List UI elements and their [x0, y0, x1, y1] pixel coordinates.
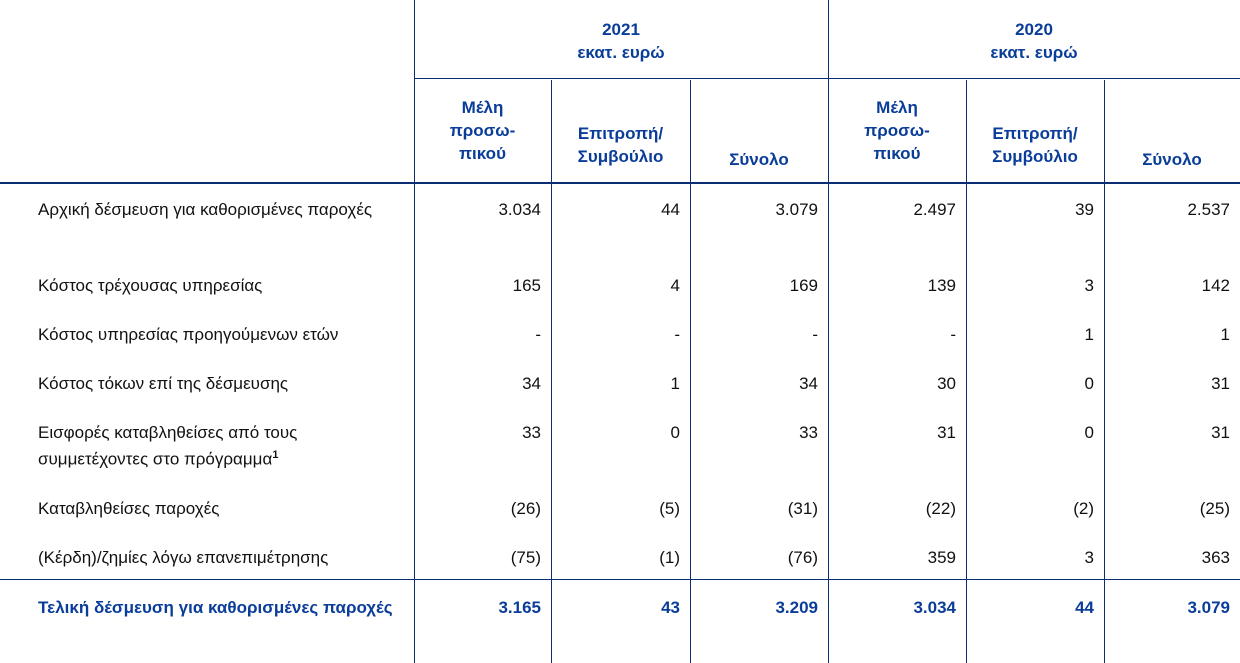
- row-label: Κόστος τρέχουσας υπηρεσίας: [38, 274, 408, 297]
- year-2021-header: 2021 εκατ. ευρώ: [414, 18, 828, 64]
- table-cell: 33: [522, 423, 541, 442]
- row-label: Κόστος τόκων επί της δέσμευσης: [38, 372, 408, 395]
- table-cell: 3: [1084, 276, 1094, 295]
- divider-c2: [690, 80, 691, 663]
- year-2021: 2021: [602, 20, 640, 39]
- total-row-label: Τελική δέσμευση για καθορισμένες παροχές: [38, 596, 408, 619]
- col-staff-line2: προσω-: [864, 121, 930, 140]
- table-cell: 34: [799, 374, 818, 393]
- col-staff-line3: πικού: [873, 144, 921, 163]
- table-cell: 33: [799, 423, 818, 442]
- table-cell: 165: [512, 276, 541, 295]
- table-cell: -: [674, 325, 680, 344]
- col-staff-line1: Μέλη: [461, 98, 504, 117]
- row-label-text: Τελική δέσμευση για καθορισμένες παροχές: [38, 598, 393, 617]
- col-board-line2: Συμβούλιο: [577, 147, 664, 166]
- table-cell: 31: [1211, 423, 1230, 442]
- col-total-label: Σύνολο: [1142, 150, 1202, 169]
- table-cell: 44: [661, 200, 680, 219]
- table-cell: 3.079: [775, 200, 818, 219]
- table-cell: 39: [1075, 200, 1094, 219]
- row-label: (Κέρδη)/ζημίες λόγω επανεπιμέτρησης: [38, 546, 408, 569]
- row-label-text: Καταβληθείσες παροχές: [38, 499, 220, 518]
- table-cell: 3.034: [498, 200, 541, 219]
- row-label-text: Εισφορές καταβληθείσες από τους συμμετέχ…: [38, 423, 298, 469]
- table-cell: 142: [1201, 276, 1230, 295]
- footnote-marker: 1: [272, 449, 279, 461]
- header-year-underline: [414, 78, 1240, 79]
- year-2020: 2020: [1015, 20, 1053, 39]
- table-cell: 169: [789, 276, 818, 295]
- col-board-line1: Επιτροπή/: [577, 124, 664, 143]
- col-staff-line1: Μέλη: [876, 98, 918, 117]
- row-label-text: (Κέρδη)/ζημίες λόγω επανεπιμέτρησης: [38, 548, 329, 567]
- total-cell: 43: [661, 598, 680, 617]
- unit-2020: εκατ. ευρώ: [990, 43, 1078, 62]
- table-cell: 363: [1201, 548, 1230, 567]
- row-label-text: Κόστος τρέχουσας υπηρεσίας: [38, 276, 263, 295]
- total-cell: 3.165: [498, 598, 541, 617]
- row-label: Καταβληθείσες παροχές: [38, 497, 408, 520]
- col-total-2020: Σύνολο: [1104, 148, 1240, 171]
- table-cell: 139: [927, 276, 956, 295]
- year-2020-header: 2020 εκατ. ευρώ: [828, 18, 1240, 64]
- table-cell: -: [950, 325, 956, 344]
- table-cell: 3: [1084, 548, 1094, 567]
- col-total-2021: Σύνολο: [690, 148, 828, 171]
- row-label-text: Κόστος υπηρεσίας προηγούμενων ετών: [38, 325, 339, 344]
- table-cell: 0: [1084, 374, 1094, 393]
- total-top-rule: [0, 579, 1240, 580]
- table-cell: 1: [670, 374, 680, 393]
- table-cell: -: [535, 325, 541, 344]
- col-staff-2020: Μέλη προσω- πικού: [828, 96, 966, 165]
- table-cell: 31: [1211, 374, 1230, 393]
- table-cell: 0: [670, 423, 680, 442]
- table-cell: 1: [1084, 325, 1094, 344]
- table-cell: 0: [1084, 423, 1094, 442]
- unit-2021: εκατ. ευρώ: [577, 43, 665, 62]
- table-cell: 1: [1220, 325, 1230, 344]
- table-cell: (2): [1073, 499, 1094, 518]
- table-cell: (75): [510, 548, 541, 567]
- col-board-line1: Επιτροπή/: [992, 124, 1078, 143]
- table-cell: (76): [787, 548, 818, 567]
- col-total-label: Σύνολο: [729, 150, 789, 169]
- divider-c4: [966, 80, 967, 663]
- col-board-line2: Συμβούλιο: [992, 147, 1078, 166]
- row-label: Εισφορές καταβληθείσες από τους συμμετέχ…: [38, 421, 408, 471]
- table-cell: 31: [937, 423, 956, 442]
- table-cell: 2.497: [913, 200, 956, 219]
- table-cell: (1): [659, 548, 680, 567]
- divider-c1: [551, 80, 552, 663]
- table-cell: (5): [659, 499, 680, 518]
- total-cell: 44: [1075, 598, 1094, 617]
- table-cell: 4: [670, 276, 680, 295]
- table-cell: 34: [522, 374, 541, 393]
- table-cell: 359: [927, 548, 956, 567]
- col-staff-line3: πικού: [459, 144, 506, 163]
- divider-left: [414, 0, 415, 663]
- divider-year: [828, 0, 829, 663]
- total-cell: 3.034: [913, 598, 956, 617]
- table-cell: (26): [510, 499, 541, 518]
- table-cell: (25): [1199, 499, 1230, 518]
- table-cell: 2.537: [1187, 200, 1230, 219]
- table-cell: (31): [787, 499, 818, 518]
- row-label: Κόστος υπηρεσίας προηγούμενων ετών: [38, 323, 408, 346]
- table-cell: -: [812, 325, 818, 344]
- total-cell: 3.079: [1187, 598, 1230, 617]
- total-cell: 3.209: [775, 598, 818, 617]
- col-staff-2021: Μέλη προσω- πικού: [414, 96, 551, 165]
- table-cell: 30: [937, 374, 956, 393]
- row-label-text: Αρχική δέσμευση για καθορισμένες παροχές: [38, 200, 373, 219]
- header-bottom-rule: [0, 182, 1240, 184]
- col-board-2021: Επιτροπή/ Συμβούλιο: [551, 122, 690, 168]
- row-label: Αρχική δέσμευση για καθορισμένες παροχές: [38, 198, 408, 221]
- row-label-text: Κόστος τόκων επί της δέσμευσης: [38, 374, 289, 393]
- col-board-2020: Επιτροπή/ Συμβούλιο: [966, 122, 1104, 168]
- col-staff-line2: προσω-: [449, 121, 516, 140]
- table-cell: (22): [925, 499, 956, 518]
- divider-c5: [1104, 80, 1105, 663]
